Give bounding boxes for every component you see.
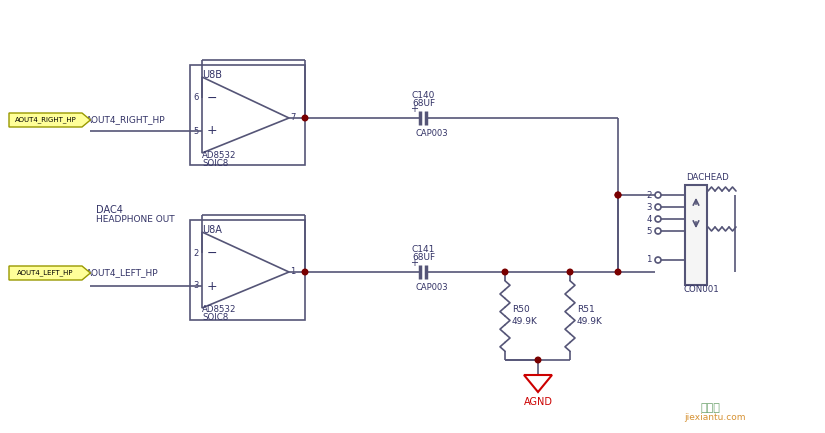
Text: SOIC8: SOIC8	[202, 158, 229, 168]
Circle shape	[302, 115, 308, 121]
Text: DAC4: DAC4	[96, 205, 123, 215]
Text: 6: 6	[193, 94, 198, 103]
Text: 49.9K: 49.9K	[577, 317, 603, 326]
Text: 68UF: 68UF	[412, 98, 435, 107]
Text: AD8532: AD8532	[202, 306, 237, 314]
Circle shape	[655, 257, 661, 263]
Text: CON001: CON001	[683, 285, 719, 294]
Text: HEADPHONE OUT: HEADPHONE OUT	[96, 216, 175, 224]
Text: jiexiantu.com: jiexiantu.com	[684, 414, 746, 423]
Text: 1: 1	[647, 255, 652, 265]
Bar	[190, 220, 305, 320]
Text: AOUT4_LEFT_HP: AOUT4_LEFT_HP	[17, 270, 73, 276]
Text: CAP003: CAP003	[416, 129, 449, 138]
Text: DACHEAD: DACHEAD	[686, 172, 728, 181]
Text: AD8532: AD8532	[202, 151, 237, 159]
Text: R50: R50	[512, 306, 530, 314]
Circle shape	[615, 192, 620, 198]
Text: AOUT4_LEFT_HP: AOUT4_LEFT_HP	[86, 268, 158, 278]
Bar	[685, 185, 707, 285]
Text: 5: 5	[647, 226, 652, 236]
Text: 2: 2	[193, 249, 198, 258]
Circle shape	[502, 269, 508, 275]
Circle shape	[615, 269, 620, 275]
Bar	[190, 65, 305, 165]
Text: −: −	[207, 246, 218, 259]
Circle shape	[655, 228, 661, 234]
Text: SOIC8: SOIC8	[202, 313, 229, 323]
Text: 68UF: 68UF	[412, 252, 435, 262]
Text: C140: C140	[412, 90, 436, 100]
Text: 1: 1	[290, 268, 295, 277]
Text: CAP003: CAP003	[416, 282, 449, 291]
Text: R51: R51	[577, 306, 595, 314]
Text: AOUT4_RIGHT_HP: AOUT4_RIGHT_HP	[86, 116, 166, 125]
Text: 49.9K: 49.9K	[512, 317, 538, 326]
Text: −: −	[207, 91, 218, 104]
Text: 4: 4	[647, 214, 652, 223]
Text: +: +	[410, 258, 418, 268]
Polygon shape	[9, 113, 91, 127]
Text: U8A: U8A	[202, 225, 222, 235]
Text: +: +	[207, 279, 218, 293]
Circle shape	[655, 192, 661, 198]
Text: 7: 7	[290, 113, 295, 123]
Text: 3: 3	[193, 281, 198, 291]
Circle shape	[535, 357, 541, 363]
Circle shape	[302, 269, 308, 275]
Text: 5: 5	[193, 126, 198, 136]
Text: U8B: U8B	[202, 70, 222, 80]
Circle shape	[655, 216, 661, 222]
Circle shape	[615, 192, 620, 198]
Circle shape	[568, 269, 573, 275]
Text: C141: C141	[412, 245, 436, 253]
Text: AOUT4_RIGHT_HP: AOUT4_RIGHT_HP	[15, 116, 77, 123]
Circle shape	[655, 204, 661, 210]
Text: +: +	[207, 125, 218, 138]
Polygon shape	[9, 266, 91, 280]
Text: +: +	[410, 104, 418, 114]
Text: AGND: AGND	[524, 397, 553, 407]
Text: 捷线图: 捷线图	[700, 403, 720, 413]
Text: 3: 3	[647, 203, 652, 211]
Text: 2: 2	[647, 191, 652, 200]
